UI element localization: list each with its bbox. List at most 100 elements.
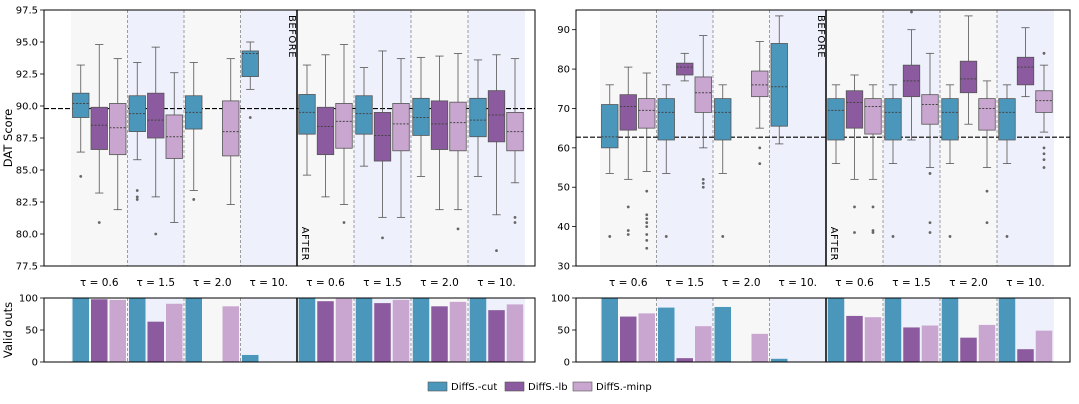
y-tick-label: 80.0 xyxy=(16,230,38,241)
box-diffs-minp xyxy=(694,76,712,113)
valid-bar-diffs-cut xyxy=(72,298,89,362)
valid-bar-diffs-minp xyxy=(222,306,239,362)
box-diffs-minp xyxy=(1035,90,1053,113)
valid-bar-diffs-cut xyxy=(469,298,487,362)
valid-bar-diffs-cut xyxy=(298,298,316,362)
box-diffs-cut xyxy=(657,98,675,141)
valid-bar-diffs-cut xyxy=(658,307,675,362)
box-diffs-cut xyxy=(355,95,373,135)
box-diffs-minp xyxy=(222,100,240,157)
valid-bar-diffs-cut xyxy=(884,298,902,362)
box-diffs-minp xyxy=(978,98,996,131)
x-group-label: τ = 0.6 xyxy=(80,277,119,289)
valid-bar-diffs-lb xyxy=(620,316,637,362)
outlier-point xyxy=(871,205,875,209)
valid-y-tick-label: 50 xyxy=(557,326,570,337)
valid-bar-diffs-cut xyxy=(941,298,959,362)
outlier-point xyxy=(721,235,725,238)
valid-plot-frame xyxy=(575,297,1071,363)
outlier-point xyxy=(645,213,649,217)
outlier-point xyxy=(928,172,932,175)
valid-bar-diffs-lb xyxy=(960,337,977,362)
outlier-point xyxy=(495,249,498,253)
outlier-point xyxy=(758,162,762,166)
valid-bar-diffs-lb xyxy=(1017,349,1034,362)
box-diffs-cut xyxy=(827,98,845,141)
after-label: AFTER xyxy=(828,227,839,261)
x-group-label: τ = 0.6 xyxy=(609,277,648,289)
outlier-point xyxy=(626,205,630,209)
outlier-point xyxy=(645,239,649,242)
box-diffs-cut xyxy=(72,92,90,118)
box-diffs-minp xyxy=(335,103,353,149)
valid-bar-diffs-cut xyxy=(827,298,845,362)
valid-bar-diffs-lb xyxy=(147,321,164,362)
outlier-point xyxy=(853,231,856,234)
valid-bar-diffs-cut xyxy=(771,358,788,362)
x-group-label: τ = 10. xyxy=(1006,277,1045,289)
before-label: BEFORE xyxy=(815,15,826,58)
x-group-label: τ = 1.5 xyxy=(363,277,402,289)
outlier-point xyxy=(664,235,668,238)
outlier-point xyxy=(456,227,460,231)
valid-bar-diffs-minp xyxy=(1035,330,1053,362)
outlier-point xyxy=(701,177,705,181)
legend-label: DiffS.-minp xyxy=(596,382,652,393)
valid-bar-diffs-lb xyxy=(488,310,505,362)
outlier-point xyxy=(645,246,649,250)
outlier-point xyxy=(645,221,649,225)
outlier-point xyxy=(701,181,705,185)
outlier-point xyxy=(513,215,517,219)
valid-bar-diffs-minp xyxy=(506,304,524,362)
box-diffs-lb xyxy=(676,62,694,76)
valid-group-shading xyxy=(240,298,297,362)
valid-bar-diffs-lb xyxy=(317,301,334,362)
outlier-point xyxy=(1042,152,1046,156)
outlier-point xyxy=(381,236,384,240)
box-diffs-minp xyxy=(751,70,769,98)
outlier-point xyxy=(985,221,989,225)
y-tick-label: 95.0 xyxy=(16,38,38,49)
x-group-label: τ = 2.0 xyxy=(420,277,459,289)
x-group-label: τ = 10. xyxy=(477,277,516,289)
box-diffs-cut xyxy=(241,50,259,77)
outlier-point xyxy=(701,185,705,189)
box-diffs-minp xyxy=(109,103,127,156)
box-diffs-cut xyxy=(601,104,619,149)
y-tick-label: 82.5 xyxy=(16,198,38,209)
box-diffs-cut xyxy=(412,97,430,136)
valid-bar-diffs-minp xyxy=(166,303,183,362)
x-group-label: τ = 2.0 xyxy=(949,277,988,289)
outlier-point xyxy=(758,146,762,150)
valid-bar-diffs-minp xyxy=(109,299,126,362)
outlier-point xyxy=(1042,166,1046,169)
outlier-point xyxy=(97,221,101,224)
valid-bar-diffs-minp xyxy=(695,326,712,362)
box-diffs-lb xyxy=(90,106,108,150)
valid-bar-diffs-cut xyxy=(601,298,618,362)
outlier-point xyxy=(871,231,875,234)
box-diffs-minp xyxy=(638,98,656,129)
y-tick-label: 77.5 xyxy=(16,262,38,273)
valid-bar-diffs-lb xyxy=(676,358,693,362)
y-tick-label: 97.5 xyxy=(16,6,38,17)
valid-bar-diffs-lb xyxy=(91,299,108,362)
valid-bar-diffs-minp xyxy=(864,317,882,362)
outlier-point xyxy=(608,235,612,238)
valid-bar-diffs-minp xyxy=(392,299,410,362)
valid-bar-diffs-cut xyxy=(129,298,146,362)
y-tick-label: 80 xyxy=(557,65,570,76)
valid-bar-diffs-minp xyxy=(978,324,996,362)
box-diffs-lb xyxy=(619,94,637,131)
valid-bar-diffs-lb xyxy=(903,327,920,362)
plot-frame xyxy=(575,9,1071,267)
valid-bar-diffs-minp xyxy=(638,313,655,362)
box-diffs-cut xyxy=(884,98,902,141)
box-diffs-lb xyxy=(1016,56,1035,86)
outlier-point xyxy=(342,221,346,224)
outlier-point xyxy=(135,189,139,192)
plot-frame xyxy=(43,9,536,267)
before-label: BEFORE xyxy=(286,15,297,58)
valid-bar-diffs-cut xyxy=(185,298,202,362)
